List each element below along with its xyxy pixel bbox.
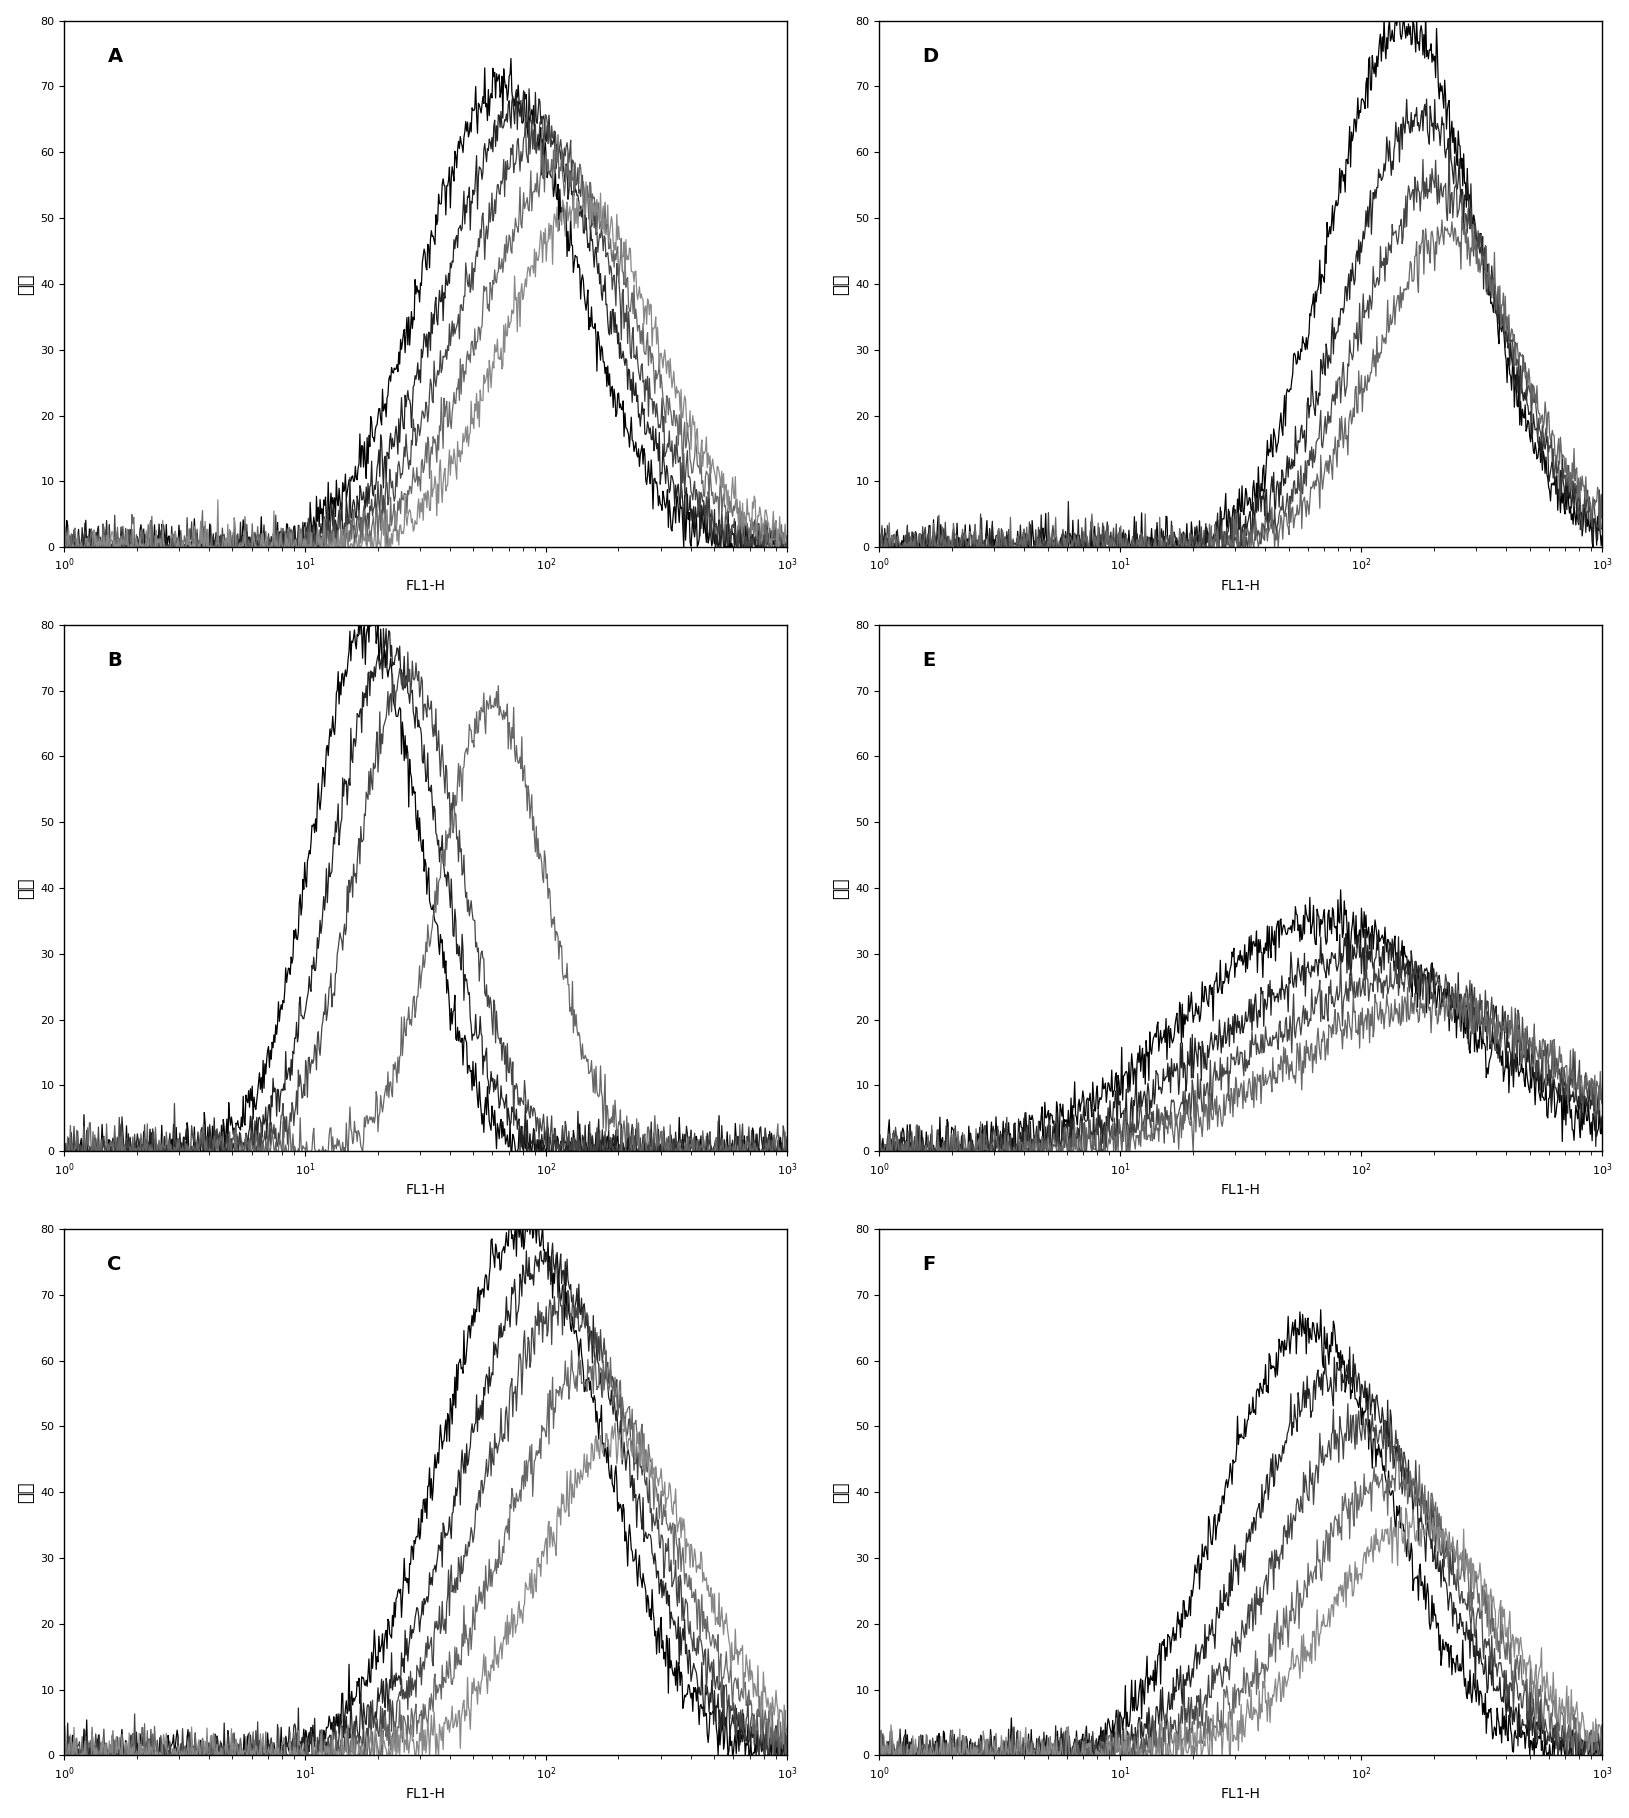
X-axis label: FL1-H: FL1-H — [1220, 1184, 1261, 1198]
Text: F: F — [922, 1254, 937, 1274]
Y-axis label: 计数: 计数 — [832, 273, 850, 295]
Y-axis label: 计数: 计数 — [832, 878, 850, 898]
Text: D: D — [922, 47, 938, 65]
X-axis label: FL1-H: FL1-H — [1220, 1787, 1261, 1802]
Y-axis label: 计数: 计数 — [16, 273, 34, 295]
X-axis label: FL1-H: FL1-H — [406, 1184, 445, 1198]
Text: B: B — [108, 651, 122, 671]
Y-axis label: 计数: 计数 — [16, 878, 34, 898]
Y-axis label: 计数: 计数 — [16, 1482, 34, 1503]
X-axis label: FL1-H: FL1-H — [406, 1787, 445, 1802]
X-axis label: FL1-H: FL1-H — [406, 580, 445, 593]
Y-axis label: 计数: 计数 — [832, 1482, 850, 1503]
X-axis label: FL1-H: FL1-H — [1220, 580, 1261, 593]
Text: A: A — [108, 47, 122, 65]
Text: E: E — [922, 651, 937, 671]
Text: C: C — [108, 1254, 122, 1274]
